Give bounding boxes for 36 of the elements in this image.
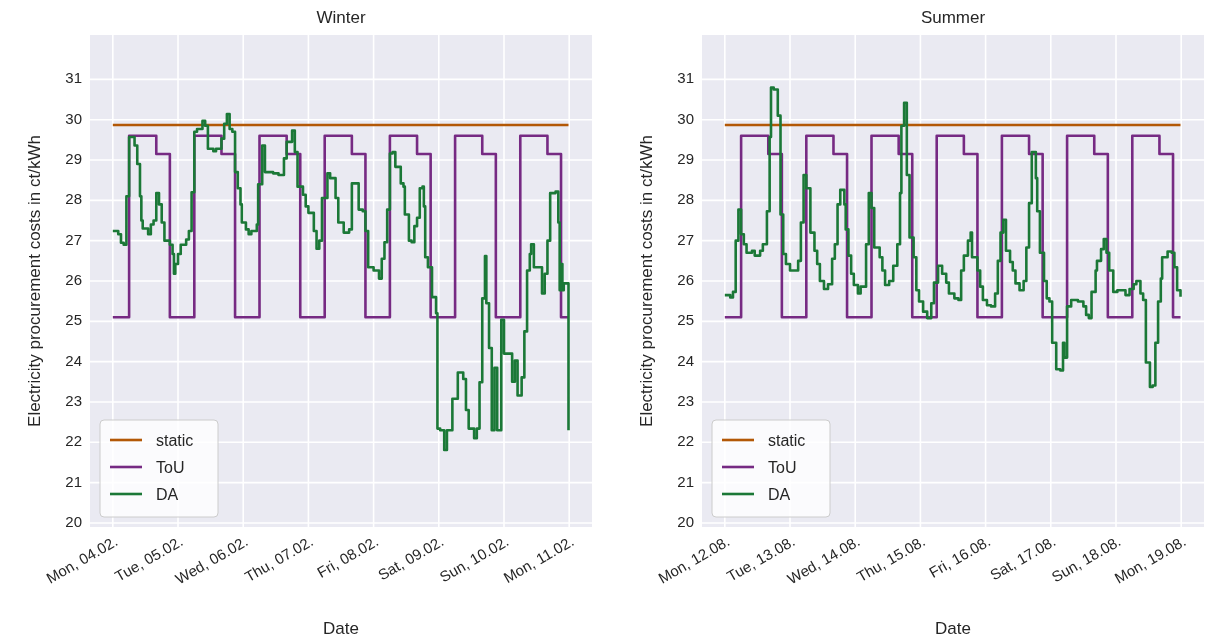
- legend-label: static: [156, 432, 194, 449]
- legend-label: ToU: [156, 459, 185, 476]
- y-tick-label: 21: [65, 472, 82, 490]
- y-tick-label: 24: [65, 351, 82, 369]
- y-tick-label: 22: [65, 432, 82, 450]
- chart-title: Winter: [316, 8, 366, 27]
- y-tick-label: 20: [65, 512, 82, 530]
- y-axis-title: Electricity procurement costs in ct/kWh: [637, 135, 656, 427]
- y-tick-label: 21: [677, 472, 694, 490]
- y-tick-label: 28: [65, 190, 82, 208]
- legend-label: static: [768, 432, 806, 449]
- y-tick-label: 27: [677, 230, 694, 248]
- legend-label: DA: [156, 486, 179, 503]
- legend-label: ToU: [768, 459, 797, 476]
- chart-title: Summer: [920, 8, 986, 27]
- y-tick-label: 26: [677, 270, 694, 288]
- y-tick-label: 23: [65, 391, 82, 409]
- legend-label: DA: [768, 486, 791, 503]
- y-tick-label: 23: [677, 391, 694, 409]
- y-tick-label: 25: [65, 311, 82, 329]
- y-axis-title: Electricity procurement costs in ct/kWh: [25, 135, 44, 427]
- y-tick-label: 30: [65, 109, 82, 127]
- y-tick-label: 20: [677, 512, 694, 530]
- y-tick-label: 27: [65, 230, 82, 248]
- y-tick-label: 24: [677, 351, 694, 369]
- y-tick-label: 31: [677, 69, 694, 87]
- y-tick-label: 25: [677, 311, 694, 329]
- y-tick-label: 22: [677, 432, 694, 450]
- x-axis-title: Date: [935, 619, 971, 638]
- y-tick-label: 29: [677, 149, 694, 167]
- y-tick-label: 28: [677, 190, 694, 208]
- x-axis-title: Date: [323, 619, 359, 638]
- y-tick-label: 30: [677, 109, 694, 127]
- y-tick-label: 31: [65, 69, 82, 87]
- y-tick-label: 29: [65, 149, 82, 167]
- y-tick-label: 26: [65, 270, 82, 288]
